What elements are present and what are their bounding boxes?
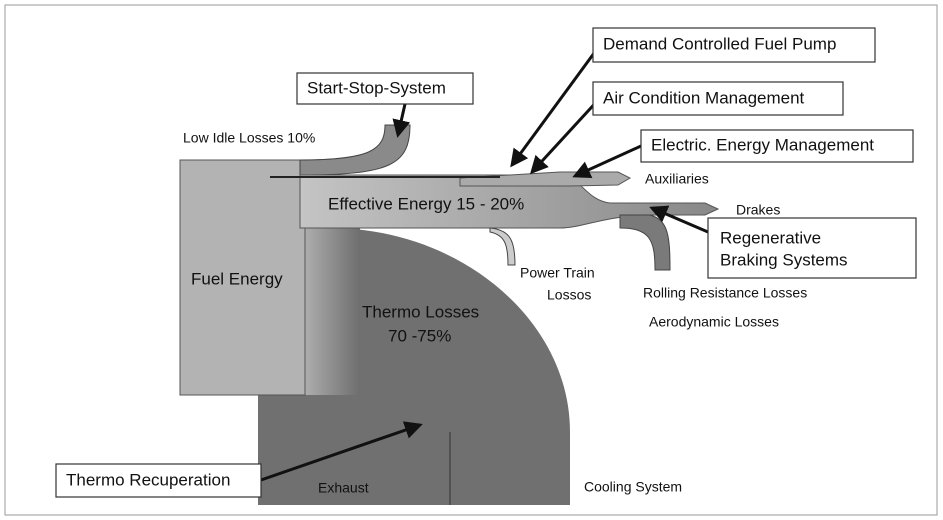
label: Auxiliaries xyxy=(645,171,709,187)
label: Drakes xyxy=(736,202,780,218)
idle-flow xyxy=(299,124,411,176)
box-label: Electric. Energy Management xyxy=(651,135,874,154)
label: Thermo Losses xyxy=(362,302,479,321)
label: Low Idle Losses 10% xyxy=(183,130,315,146)
arrow xyxy=(649,205,709,234)
label: Lossos xyxy=(547,287,591,303)
box-label: Regenerative xyxy=(720,228,821,247)
label: 70 -75% xyxy=(388,326,451,345)
label: Power Train xyxy=(520,265,595,281)
box-label: Thermo Recuperation xyxy=(66,470,230,489)
arrow xyxy=(510,44,602,168)
box xyxy=(707,217,917,279)
label: Rolling Resistance Losses xyxy=(643,285,807,301)
label: Cooling System xyxy=(584,479,682,495)
box xyxy=(55,463,262,498)
label: Fuel Energy xyxy=(191,269,283,288)
fuel-block xyxy=(179,159,306,396)
arrow xyxy=(529,96,602,175)
label: Effective Energy 15 - 20% xyxy=(328,194,524,213)
aux-flow xyxy=(459,171,632,187)
box xyxy=(296,72,474,105)
thermo-gradient xyxy=(300,228,360,395)
arrow xyxy=(260,421,423,482)
rolling-flow xyxy=(619,214,671,271)
box-label: Demand Controlled Fuel Pump xyxy=(603,34,836,53)
box-label: Start-Stop-System xyxy=(307,78,446,97)
box xyxy=(592,81,844,116)
arrow xyxy=(572,144,642,178)
box xyxy=(592,27,876,63)
label: Aerodynamic Losses xyxy=(649,314,779,330)
label: Exhaust xyxy=(318,480,369,496)
frame xyxy=(4,4,938,516)
arrow xyxy=(392,103,411,138)
box-label: Braking Systems xyxy=(720,250,848,269)
box-label: Air Condition Management xyxy=(603,88,805,107)
powertrain-flow xyxy=(489,227,516,266)
box xyxy=(640,129,914,163)
